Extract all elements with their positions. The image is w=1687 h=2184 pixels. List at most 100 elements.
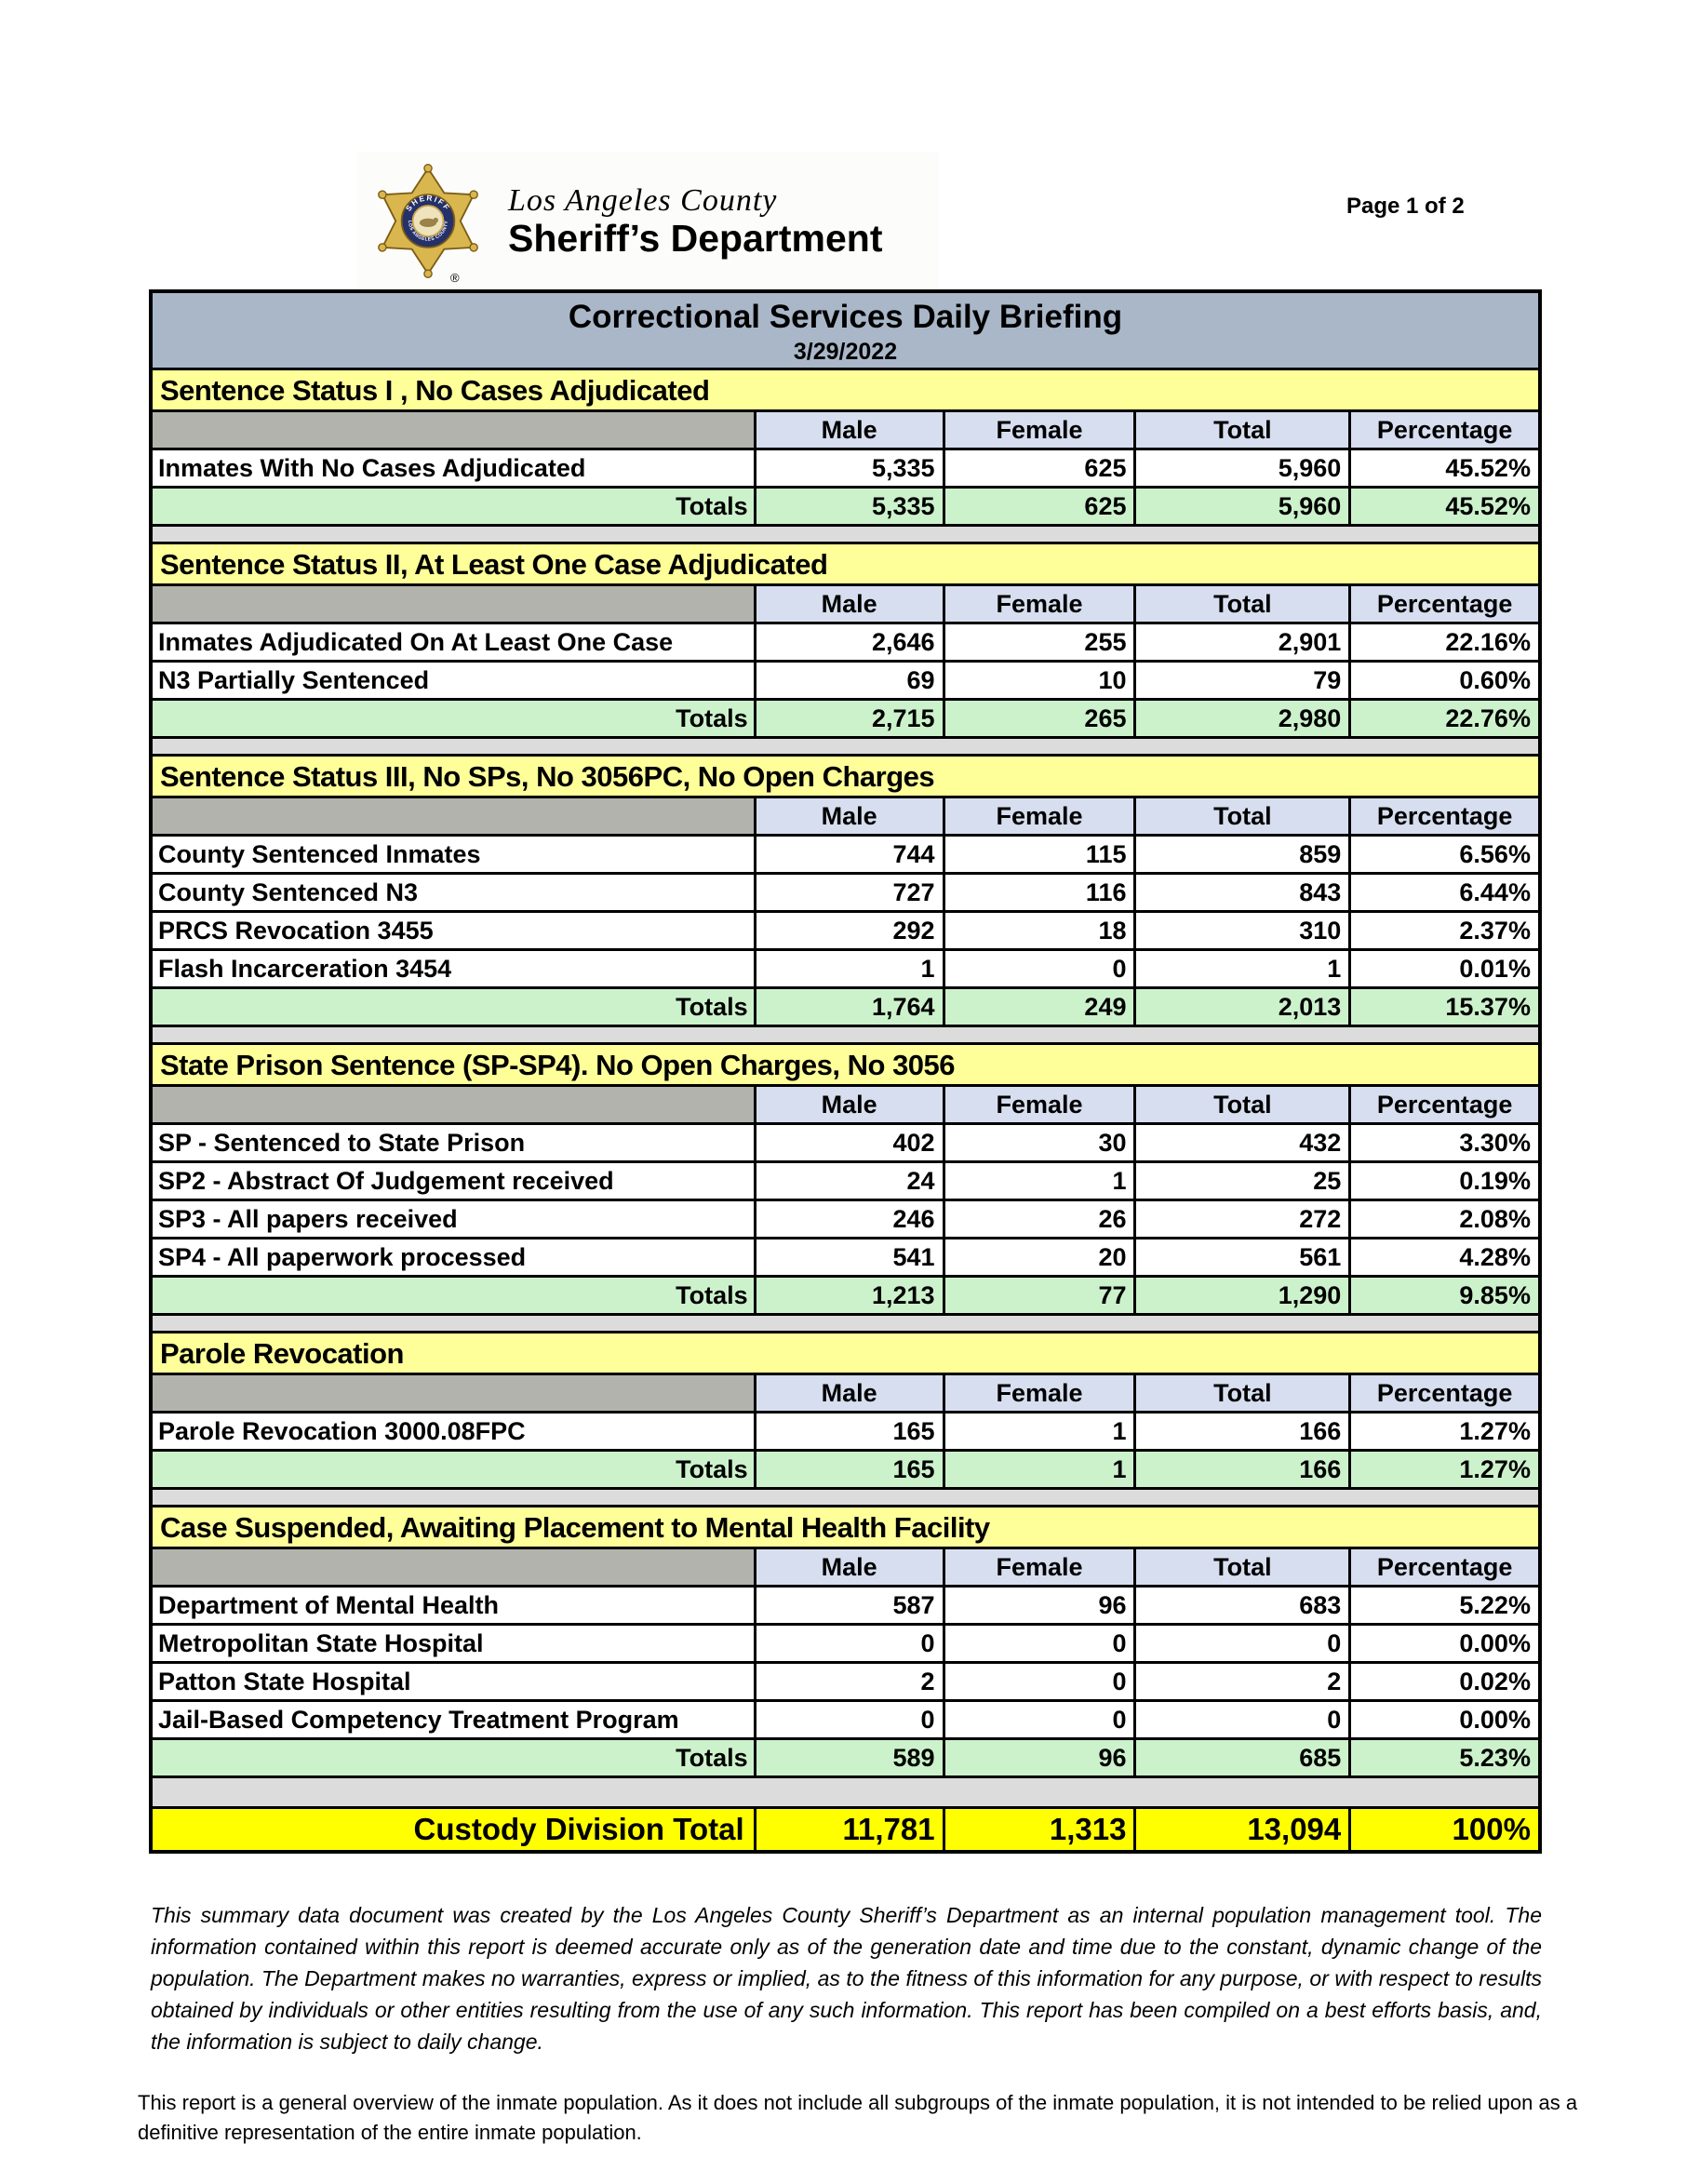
value-cell: 24 [753, 1163, 943, 1199]
report-section: Sentence Status I , No Cases Adjudicated… [153, 370, 1538, 527]
value-cell: 25 [1133, 1163, 1348, 1199]
totals-value: 265 [942, 701, 1134, 736]
data-row: County Sentenced Inmates 744 115 859 6.56% [153, 837, 1538, 875]
section-title: Parole Revocation [153, 1333, 1538, 1375]
column-header-blank-cell [153, 412, 754, 448]
column-header-total: Total [1133, 1549, 1349, 1585]
column-header-row: Male Female Total Percentage [153, 1549, 1538, 1588]
row-label: SP2 - Abstract Of Judgement received [158, 1166, 614, 1195]
data-row: Inmates With No Cases Adjudicated 5,335 62… [153, 450, 1538, 489]
value-cell: 5,335 [753, 450, 943, 486]
value-cell: 18 [942, 913, 1134, 948]
report-section: Parole Revocation Male Female Total Percenta… [153, 1333, 1538, 1490]
value-cell: 5,960 [1133, 450, 1348, 486]
value-cell: 255 [942, 624, 1134, 660]
value-cell: 165 [753, 1414, 943, 1449]
totals-value: 589 [753, 1740, 943, 1775]
column-header-percentage: Percentage [1348, 1549, 1538, 1585]
column-header-blank-cell [153, 1087, 754, 1122]
report-sections: Sentence Status I , No Cases Adjudicated… [153, 370, 1538, 1778]
section-spacer [153, 1490, 1538, 1507]
column-header-row: Male Female Total Percentage [153, 586, 1538, 624]
data-row: N3 Partially Sentenced 69 10 79 0.60% [153, 663, 1538, 701]
row-label: SP4 - All paperwork processed [158, 1242, 527, 1271]
totals-row: Totals 5,335 625 5,960 45.52% [153, 489, 1538, 527]
value-cell: 10 [942, 663, 1134, 698]
value-cell: 744 [753, 837, 943, 872]
data-row: Parole Revocation 3000.08FPC 165 1 166 1.27% [153, 1414, 1538, 1452]
value-cell: 541 [753, 1239, 943, 1275]
column-header-female: Female [942, 1375, 1134, 1411]
data-row: County Sentenced N3 727 116 843 6.44% [153, 875, 1538, 913]
column-header-percentage: Percentage [1348, 412, 1538, 448]
totals-label: Totals [153, 1452, 754, 1487]
totals-label: Totals [153, 489, 754, 524]
value-cell: 6.56% [1348, 837, 1538, 872]
totals-value: 77 [942, 1278, 1134, 1313]
daily-briefing-table: Correctional Services Daily Briefing 3/2… [149, 289, 1542, 1854]
column-header-row: Male Female Total Percentage [153, 798, 1538, 837]
totals-label: Totals [153, 1278, 754, 1313]
value-cell: 2,646 [753, 624, 943, 660]
value-cell: 45.52% [1348, 450, 1538, 486]
column-header-male: Male [753, 798, 943, 834]
value-cell: 2 [753, 1664, 943, 1699]
value-cell: 30 [942, 1125, 1134, 1160]
value-cell: 2.37% [1348, 913, 1538, 948]
column-header-male: Male [753, 1549, 943, 1585]
value-cell: 0 [942, 1626, 1134, 1661]
column-header-percentage: Percentage [1348, 798, 1538, 834]
value-cell: 1 [753, 951, 943, 986]
row-label: Inmates With No Cases Adjudicated [158, 453, 586, 482]
value-cell: 0 [1133, 1626, 1348, 1661]
totals-value: 1,290 [1133, 1278, 1349, 1313]
sheriff-badge-icon: SHERIFF • LOS ANGELES COUNTY • ® [357, 152, 497, 293]
value-cell: 0 [1133, 1702, 1348, 1737]
data-row: SP4 - All paperwork processed 541 20 561 4.2… [153, 1239, 1538, 1278]
column-header-female: Female [942, 1549, 1134, 1585]
grand-total-label: Custody Division Total [413, 1812, 744, 1846]
value-cell: 0 [942, 1702, 1134, 1737]
value-cell: 683 [1133, 1588, 1348, 1623]
report-section: Sentence Status III, No SPs, No 3056PC, … [153, 757, 1538, 1027]
column-header-total: Total [1133, 412, 1349, 448]
value-cell: 0.00% [1348, 1626, 1538, 1661]
report-section: Case Suspended, Awaiting Placement to Me… [153, 1507, 1538, 1778]
value-cell: 20 [942, 1239, 1134, 1275]
value-cell: 22.16% [1348, 624, 1538, 660]
value-cell: 727 [753, 875, 943, 910]
pre-grand-total-spacer [153, 1778, 1538, 1809]
totals-row: Totals 1,764 249 2,013 15.37% [153, 989, 1538, 1027]
value-cell: 0 [942, 1664, 1134, 1699]
totals-value: 22.76% [1348, 701, 1538, 736]
value-cell: 3.30% [1348, 1125, 1538, 1160]
section-title: Sentence Status III, No SPs, No 3056PC, … [153, 757, 1538, 798]
column-header-male: Male [753, 1087, 943, 1122]
agency-department-line: Sheriff’s Department [508, 217, 883, 260]
report-section: State Prison Sentence (SP-SP4). No Open … [153, 1045, 1538, 1316]
totals-row: Totals 1,213 77 1,290 9.85% [153, 1278, 1538, 1316]
column-header-row: Male Female Total Percentage [153, 412, 1538, 450]
value-cell: 0.60% [1348, 663, 1538, 698]
agency-county-line: Los Angeles County [508, 183, 778, 218]
totals-label: Totals [153, 701, 754, 736]
column-header-total: Total [1133, 798, 1349, 834]
column-header-total: Total [1133, 1375, 1349, 1411]
section-spacer [153, 527, 1538, 544]
grand-total-row: Custody Division Total 11,781 1,313 13,094 1… [153, 1809, 1538, 1850]
value-cell: 2,901 [1133, 624, 1348, 660]
totals-value: 5,335 [753, 489, 943, 524]
totals-value: 1,764 [753, 989, 943, 1025]
column-header-total: Total [1133, 1087, 1349, 1122]
column-header-blank-cell [153, 1375, 754, 1411]
data-row: Inmates Adjudicated On At Least One Case… [153, 624, 1538, 663]
value-cell: 587 [753, 1588, 943, 1623]
value-cell: 4.28% [1348, 1239, 1538, 1275]
report-section: Sentence Status II, At Least One Case Ad… [153, 544, 1538, 739]
value-cell: 1.27% [1348, 1414, 1538, 1449]
value-cell: 0.02% [1348, 1664, 1538, 1699]
grand-total-value: 11,781 [753, 1809, 943, 1850]
row-label: N3 Partially Sentenced [158, 665, 430, 694]
value-cell: 1 [1133, 951, 1348, 986]
